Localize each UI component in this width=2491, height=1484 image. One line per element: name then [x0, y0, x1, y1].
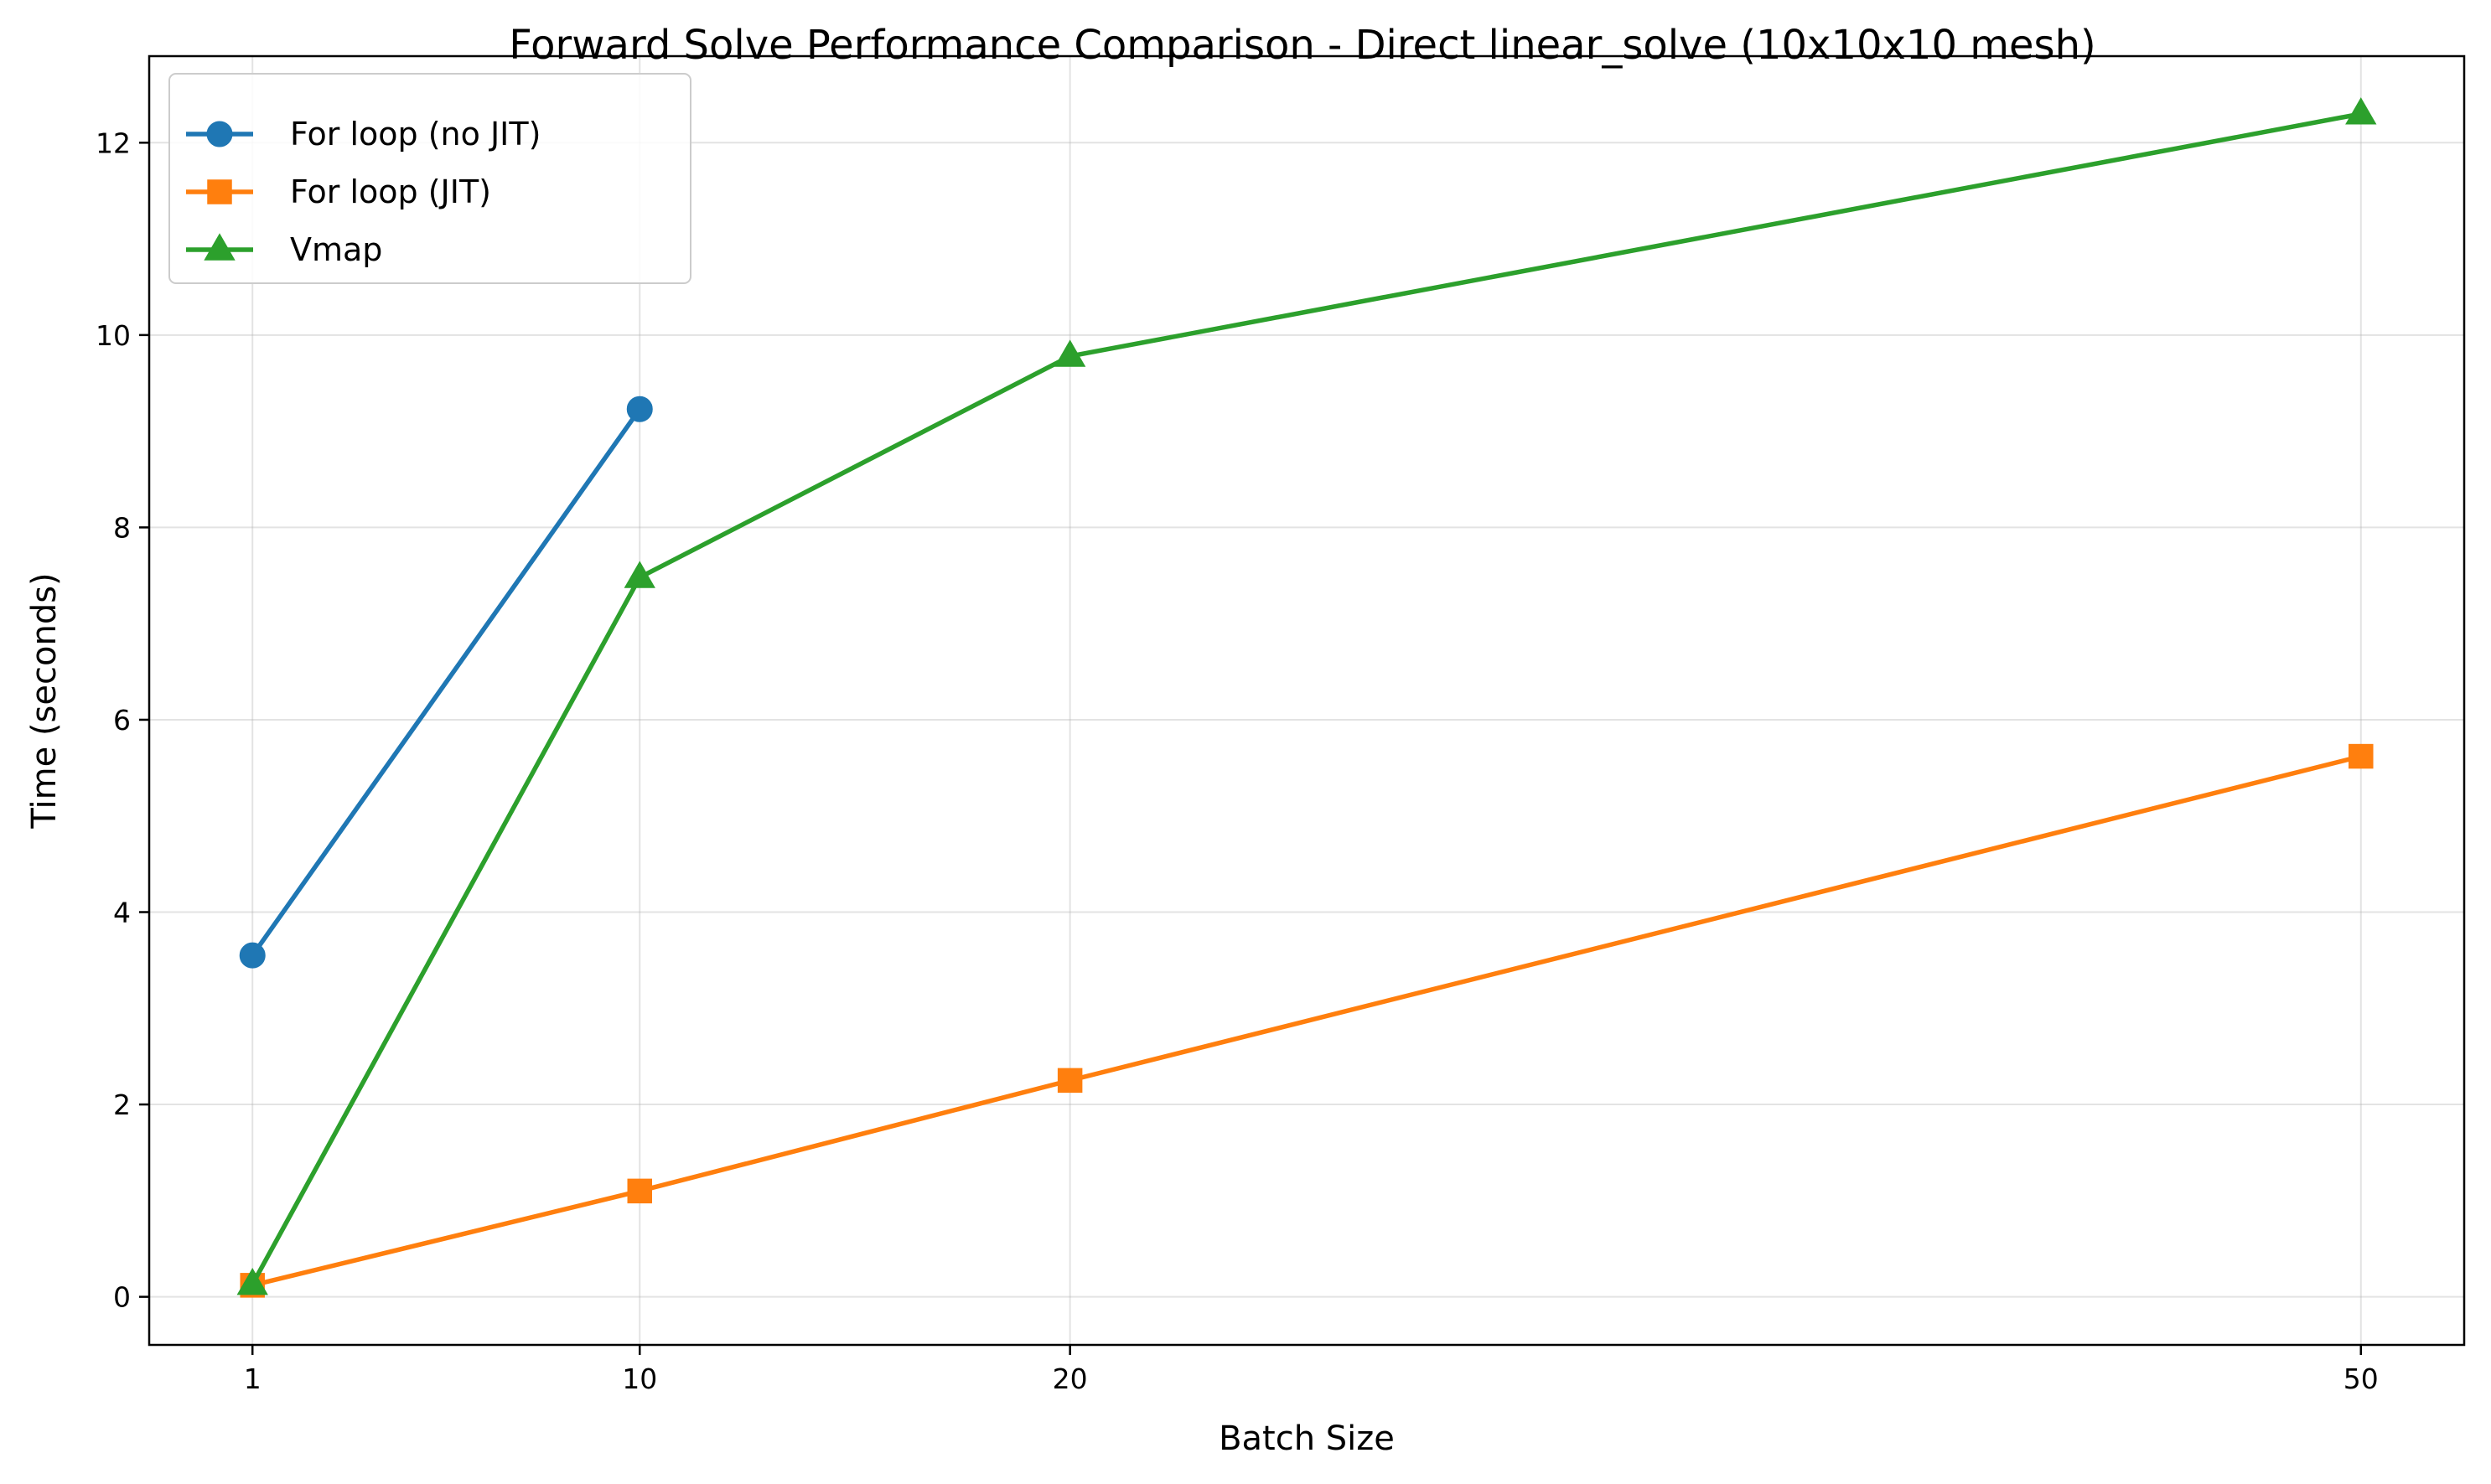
y-tick-label: 8 — [113, 511, 131, 544]
axis-ticks: 1 10 20 50 0 2 4 6 8 10 12 — [96, 127, 2379, 1395]
legend-entry: For loop (JIT) — [186, 173, 491, 210]
data-point — [239, 942, 266, 969]
data-point — [1057, 1068, 1083, 1094]
y-tick-label: 10 — [96, 319, 131, 352]
data-point — [1054, 339, 1086, 367]
x-tick-label: 50 — [2343, 1362, 2379, 1395]
x-axis-label: Batch Size — [1219, 1419, 1395, 1458]
data-point — [627, 1178, 653, 1204]
y-tick-label: 6 — [113, 704, 131, 737]
legend-label: For loop (no JIT) — [290, 116, 541, 153]
x-tick-label: 1 — [244, 1362, 262, 1395]
legend-label: Vmap — [290, 231, 382, 268]
plot-series — [236, 97, 2377, 1298]
data-point — [236, 1267, 268, 1295]
legend-frame — [168, 73, 691, 284]
y-tick-label: 4 — [113, 897, 131, 929]
y-tick-label: 0 — [113, 1281, 131, 1314]
data-point — [2349, 743, 2374, 769]
x-tick-label: 10 — [622, 1362, 657, 1395]
chart-title: Forward Solve Performance Comparison - D… — [509, 22, 2095, 69]
series-line — [250, 111, 2364, 1287]
series-for-loop-no-jit — [239, 396, 653, 969]
legend: For loop (no JIT) For loop (JIT) Vmap — [168, 73, 691, 284]
series-line — [250, 406, 643, 958]
series-vmap — [236, 97, 2377, 1295]
data-point — [624, 561, 655, 588]
legend-entry: Vmap — [186, 231, 382, 268]
x-tick-label: 20 — [1053, 1362, 1088, 1395]
y-tick-label: 12 — [96, 127, 131, 159]
data-point — [2345, 97, 2377, 125]
legend-marker — [204, 233, 236, 261]
data-point — [626, 396, 653, 422]
plot-frame — [148, 54, 2466, 1347]
legend-entry: For loop (no JIT) — [186, 116, 541, 153]
y-axis-label: Time (seconds) — [25, 572, 64, 829]
legend-label: For loop (JIT) — [290, 173, 491, 210]
y-tick-label: 2 — [113, 1088, 131, 1121]
series-line — [250, 753, 2364, 1288]
legend-marker — [206, 121, 233, 147]
legend-entries: For loop (no JIT) For loop (JIT) Vmap — [186, 116, 541, 268]
legend-marker — [207, 179, 232, 204]
